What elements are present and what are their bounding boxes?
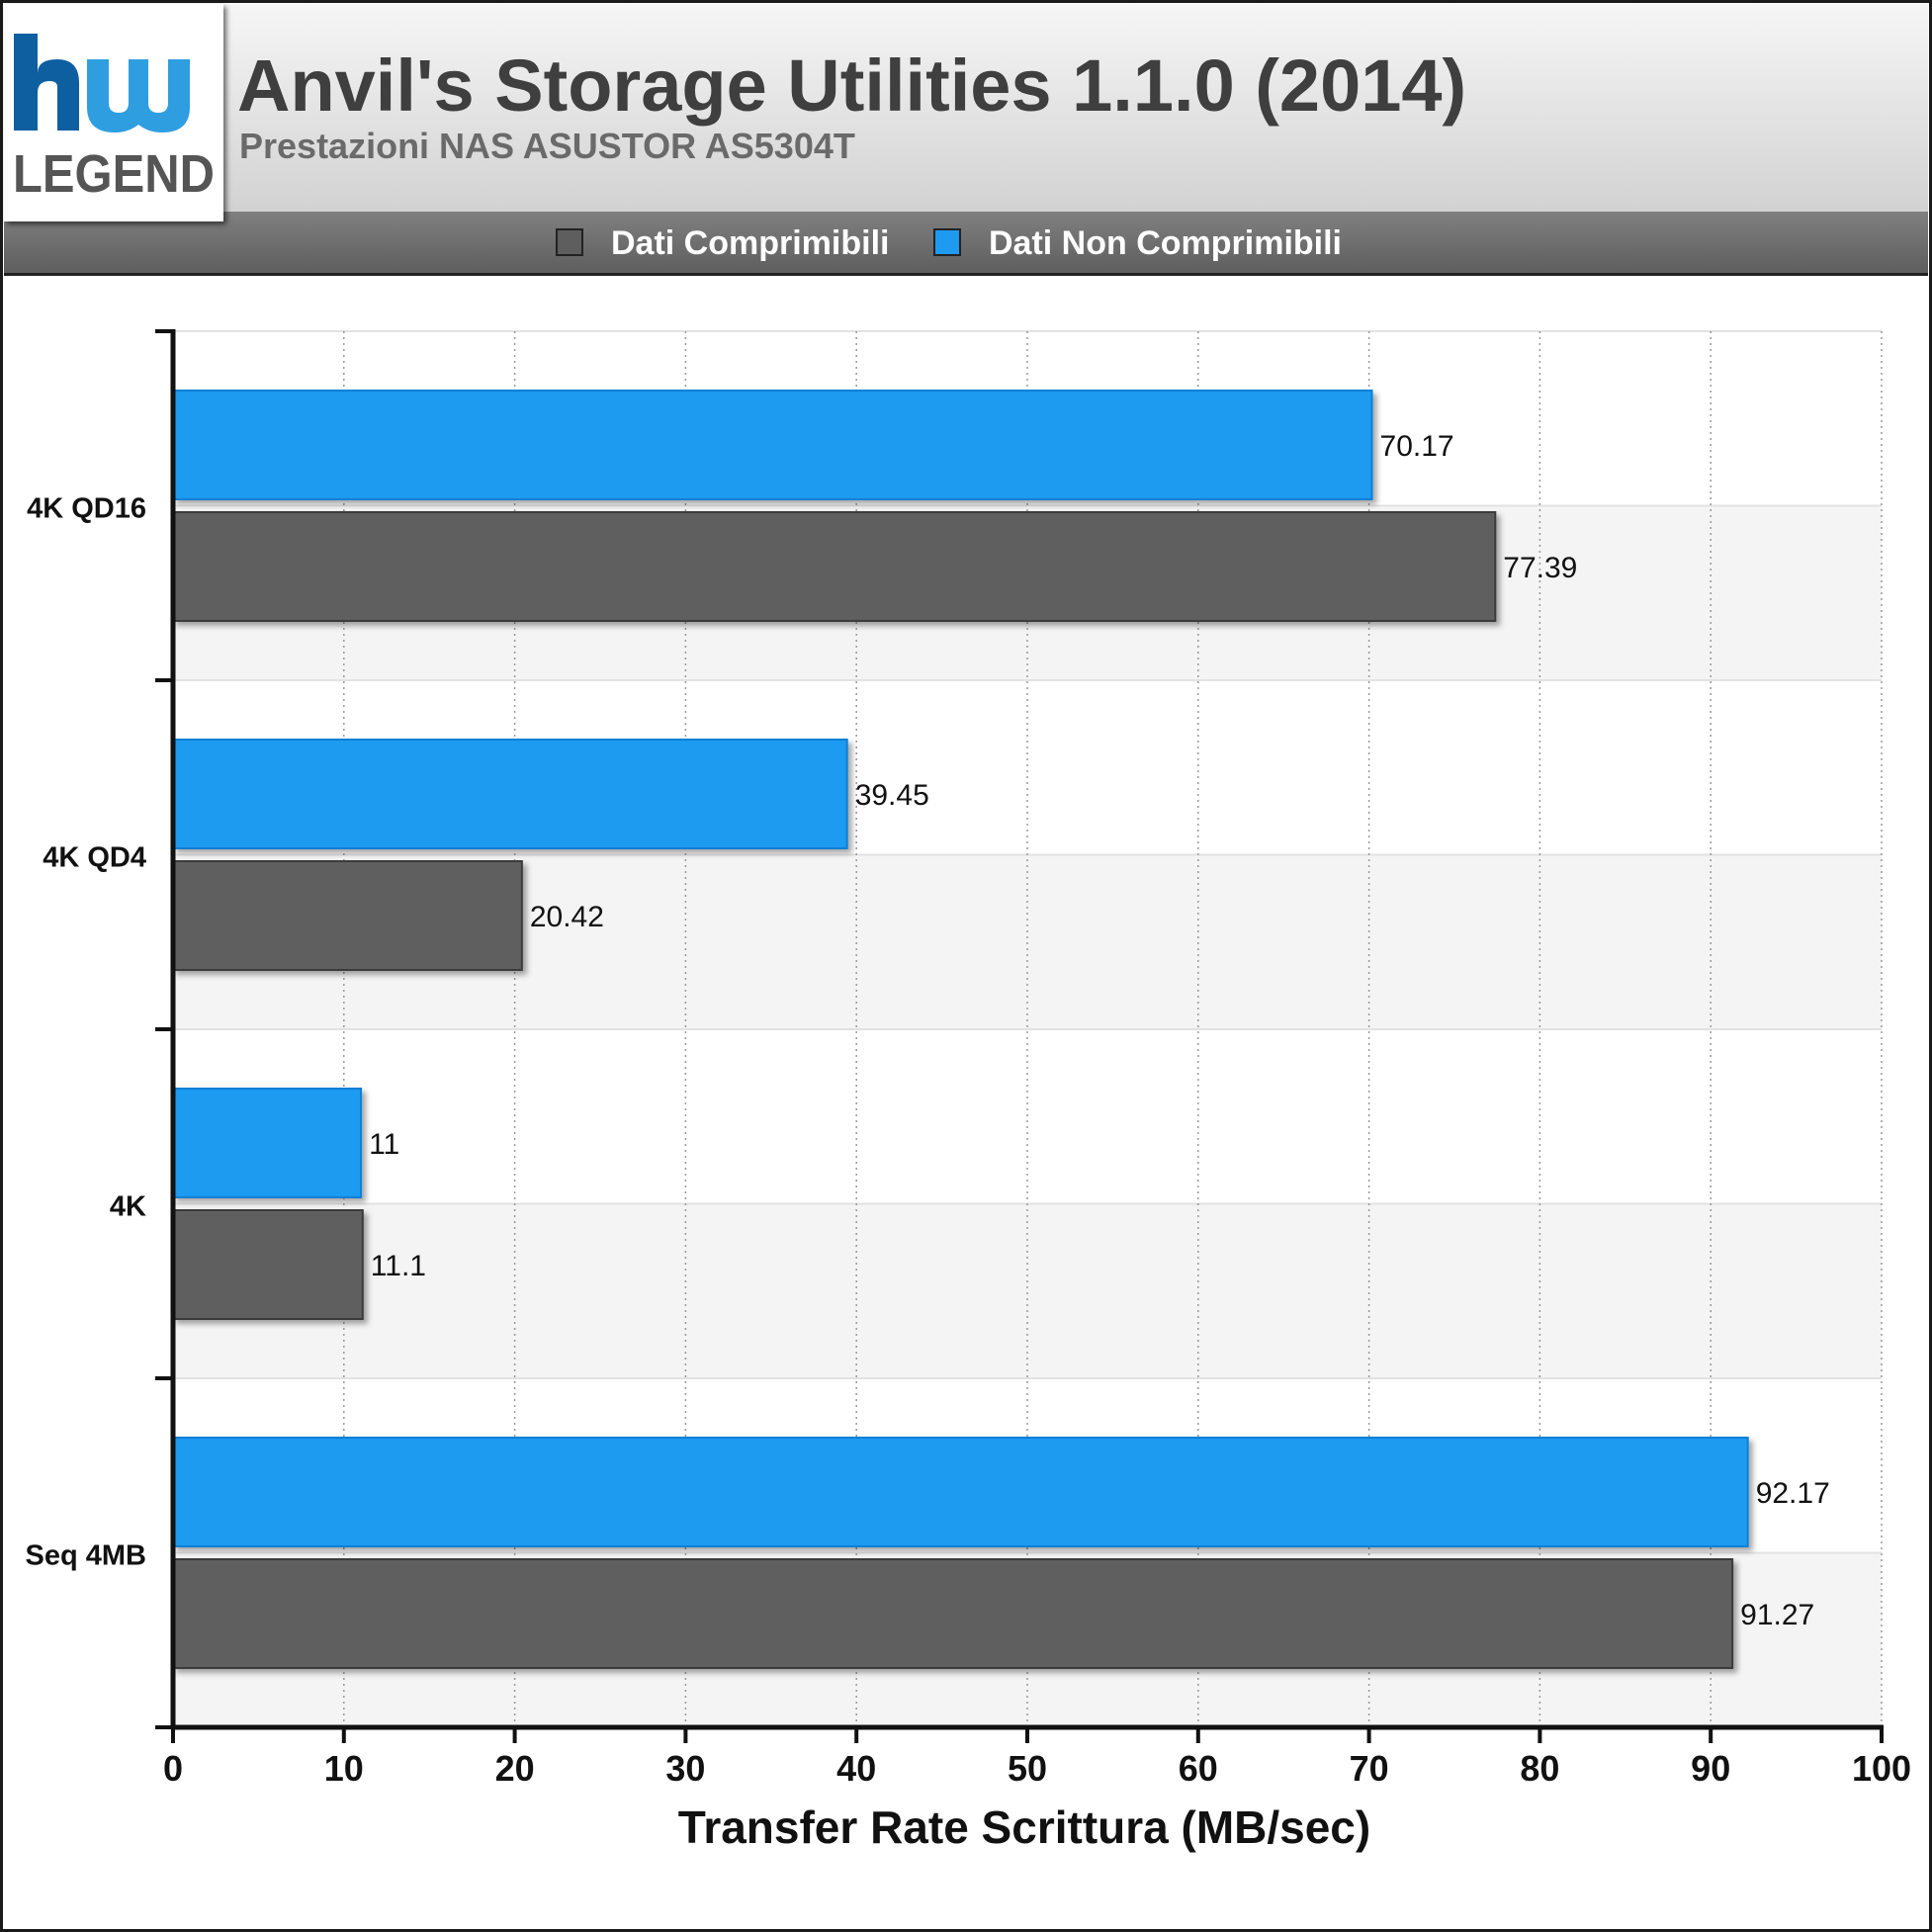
- logo-letter-w: [87, 59, 190, 132]
- data-label: 77.39: [1503, 552, 1577, 584]
- bars: 70.17 77.39 39.45 20.42 11 11.1 92.17 91.27: [172, 390, 1830, 1669]
- bar: [172, 1558, 1734, 1669]
- category-label: 4K: [110, 1191, 146, 1223]
- chart-title: Anvil's Storage Utilities 1.1.0 (2014): [237, 44, 1466, 127]
- data-label: 91.27: [1740, 1599, 1814, 1631]
- legend-swatch: [556, 228, 583, 256]
- category-label: 4K QD4: [43, 842, 146, 874]
- chart-subtitle: Prestazioni NAS ASUSTOR AS5304T: [239, 126, 855, 166]
- data-label: 92.17: [1756, 1477, 1830, 1510]
- bar: [172, 390, 1373, 500]
- axes: 4K QD16 4K QD4 4K Seq 4MB 0 10 20 30 40 50 60 70 80 9…: [26, 329, 1911, 1789]
- x-tick-label: 70: [1350, 1748, 1389, 1789]
- bar: [172, 1209, 364, 1320]
- legend-swatch: [933, 228, 961, 256]
- x-tick-label: 40: [836, 1748, 876, 1789]
- logo-text: LEGEND: [13, 144, 215, 204]
- bar: [172, 511, 1497, 622]
- plot-stripe: [173, 1203, 1882, 1378]
- bar: [172, 739, 848, 849]
- category-label: 4K QD16: [27, 493, 146, 525]
- x-tick-label: 0: [163, 1748, 183, 1789]
- data-label: 11: [369, 1128, 399, 1161]
- site-logo: LEGEND: [4, 4, 223, 221]
- data-label: 70.17: [1380, 430, 1454, 463]
- title-header: [4, 4, 1928, 214]
- bar: [172, 1437, 1749, 1547]
- x-tick-label: 100: [1852, 1748, 1911, 1789]
- legend-label: Dati Comprimibili: [611, 224, 889, 262]
- x-tick-label: 50: [1008, 1748, 1047, 1789]
- legend-bar: [4, 212, 1928, 276]
- data-label: 20.42: [530, 901, 604, 933]
- x-axis-label: Transfer Rate Scrittura (MB/sec): [678, 1801, 1370, 1853]
- logo-graphic: LEGEND: [13, 34, 215, 204]
- x-tick-label: 60: [1179, 1748, 1218, 1789]
- legend-label: Dati Non Comprimibili: [989, 224, 1342, 262]
- x-tick-label: 30: [665, 1748, 705, 1789]
- x-tick-label: 20: [495, 1748, 535, 1789]
- category-label: Seq 4MB: [26, 1540, 146, 1572]
- bar: [172, 1088, 363, 1198]
- bar: [172, 860, 523, 971]
- data-label: 39.45: [855, 779, 929, 812]
- x-tick-label: 90: [1691, 1748, 1730, 1789]
- legend: Dati Comprimibili Dati Non Comprimibili: [556, 224, 1342, 262]
- x-tick-label: 80: [1520, 1748, 1559, 1789]
- x-tick-label: 10: [324, 1748, 364, 1789]
- data-label: 11.1: [371, 1250, 426, 1282]
- logo-letter-h: [14, 34, 79, 131]
